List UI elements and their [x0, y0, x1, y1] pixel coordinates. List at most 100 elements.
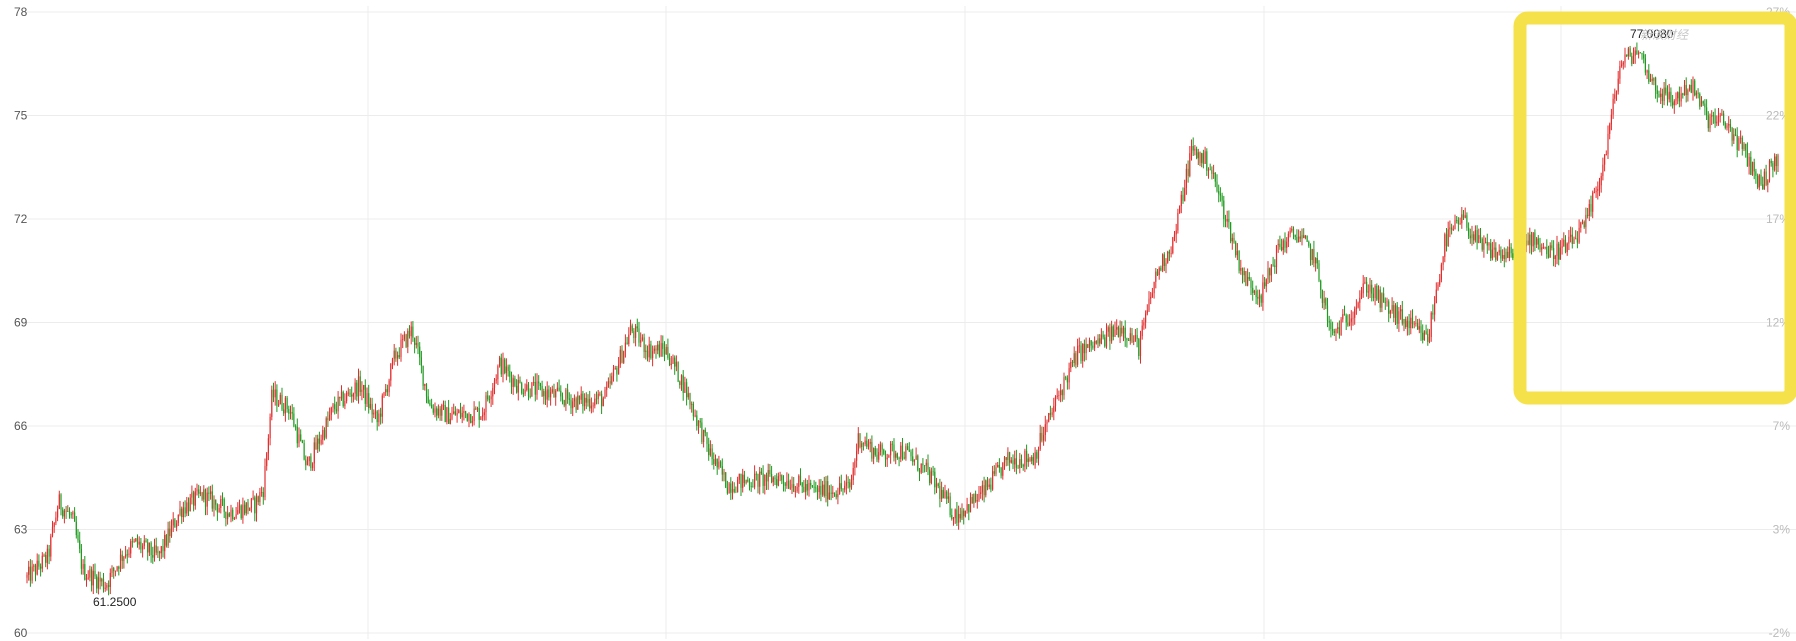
candle-body	[618, 364, 620, 375]
candle-body	[485, 395, 487, 413]
candle-body	[1641, 52, 1643, 55]
candle-body	[1190, 145, 1193, 154]
candle-body	[1250, 279, 1252, 288]
candle-body	[1233, 237, 1235, 243]
candle-body	[255, 496, 258, 514]
candle-body	[1683, 84, 1686, 96]
candle-body	[1343, 314, 1346, 316]
candle-body	[170, 525, 173, 537]
candle-body	[1111, 326, 1113, 342]
candle-body	[1182, 194, 1184, 201]
candle-body	[357, 376, 360, 397]
candle-body	[349, 392, 351, 395]
candle-body	[437, 408, 439, 416]
candle-body	[488, 399, 490, 400]
candle-body	[663, 348, 666, 355]
candle-body	[317, 438, 319, 450]
candle-body	[334, 404, 336, 410]
candle-body	[1530, 234, 1533, 247]
candle-body	[1626, 54, 1628, 57]
candle-body	[340, 391, 343, 399]
candle-body	[1153, 281, 1155, 294]
candle-body	[1437, 284, 1439, 290]
candle-body	[966, 504, 968, 511]
candle-body	[63, 510, 65, 517]
candle-body	[577, 395, 579, 410]
candle-body	[628, 334, 630, 344]
candle-body	[1206, 151, 1208, 171]
candle-body	[1479, 235, 1482, 239]
y-tick-label-right: 7%	[1773, 419, 1791, 433]
candle-body	[1621, 64, 1623, 67]
candle-body	[400, 339, 402, 358]
candle-body	[922, 463, 924, 466]
candle-body	[1500, 250, 1502, 259]
candle-body	[1163, 254, 1165, 266]
candle-body	[1243, 271, 1245, 276]
candle-body	[828, 492, 830, 500]
candle-body	[1100, 334, 1102, 344]
candle-body	[213, 499, 215, 509]
candle-body	[930, 471, 932, 483]
candle-body	[1753, 162, 1755, 172]
candle-body	[811, 485, 813, 487]
candle-body	[87, 577, 89, 579]
candle-body	[884, 453, 887, 460]
candle-body	[813, 486, 815, 488]
candle-body	[720, 461, 722, 467]
candle-body	[230, 509, 232, 517]
candle-body	[815, 487, 817, 489]
candle-body	[709, 448, 711, 456]
candle-body	[92, 570, 94, 586]
candle-body	[344, 401, 346, 407]
candle-body	[1430, 312, 1432, 337]
candle-body	[682, 375, 684, 393]
candle-body	[1777, 155, 1779, 167]
candle-body	[1168, 251, 1170, 254]
candle-body	[1116, 327, 1118, 330]
candle-body	[1707, 115, 1709, 129]
candle-body	[99, 577, 101, 582]
candle-body	[1286, 241, 1288, 248]
candle-body	[1124, 327, 1126, 339]
candle-body	[738, 473, 740, 480]
candle-body	[998, 464, 1000, 468]
candle-body	[281, 394, 283, 410]
candle-body	[980, 492, 982, 494]
candle-body	[1391, 305, 1393, 311]
candle-body	[680, 375, 683, 386]
candle-body	[937, 483, 939, 487]
candle-body	[46, 548, 48, 563]
candle-body	[247, 502, 249, 511]
candle-body	[1634, 50, 1636, 56]
candle-body	[1712, 115, 1714, 117]
candle-body	[983, 485, 985, 496]
candle-body	[1536, 238, 1538, 245]
candle-body	[623, 351, 625, 363]
candle-body	[439, 408, 441, 416]
candle-body	[300, 434, 302, 442]
candle-body	[1107, 327, 1109, 332]
candle-body	[458, 410, 460, 414]
candle-body	[570, 399, 572, 409]
candle-body	[89, 569, 91, 578]
candle-body	[425, 384, 428, 397]
candle-body	[176, 523, 178, 528]
candle-body	[997, 464, 999, 468]
candle-body	[1661, 93, 1663, 102]
y-tick-label-right: 22%	[1766, 109, 1790, 123]
candle-body	[476, 408, 479, 410]
candle-body	[1362, 283, 1364, 294]
candle-body	[653, 348, 655, 352]
candle-body	[1592, 192, 1594, 212]
candle-body	[1277, 243, 1279, 246]
candle-body	[114, 570, 116, 572]
candle-body	[611, 376, 613, 384]
candle-body	[342, 391, 344, 407]
candle-body	[276, 389, 278, 406]
candle-body	[142, 545, 144, 550]
candle-body	[1313, 249, 1315, 264]
candle-body	[72, 512, 74, 515]
candle-body	[1187, 168, 1189, 176]
